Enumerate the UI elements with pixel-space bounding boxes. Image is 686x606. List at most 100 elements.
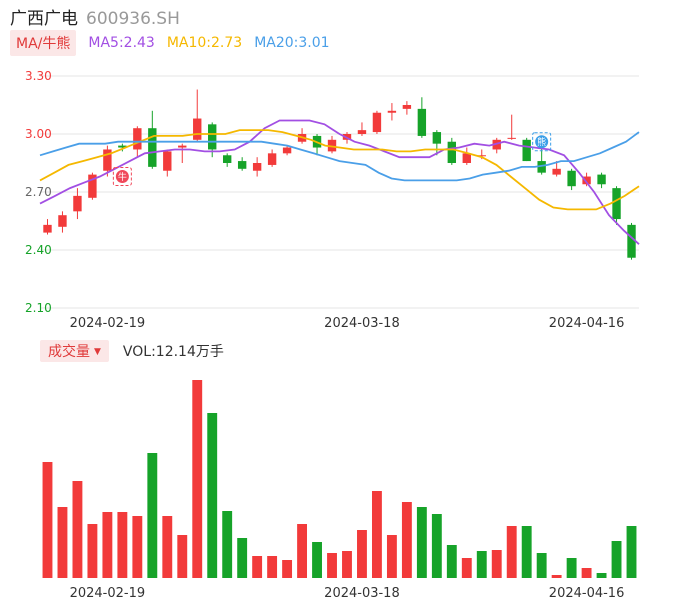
bull-icon bbox=[115, 170, 129, 184]
volume-toggle-button[interactable]: 成交量 ▼ bbox=[40, 340, 109, 362]
volume-bar bbox=[177, 535, 188, 578]
candle-body bbox=[58, 215, 67, 227]
volume-bar bbox=[267, 556, 278, 578]
candle-body bbox=[432, 132, 442, 144]
candle-body bbox=[193, 118, 202, 140]
candle-body bbox=[417, 108, 427, 136]
candle-body bbox=[178, 145, 187, 148]
candle-body bbox=[163, 151, 172, 171]
volume-bar bbox=[476, 551, 487, 578]
volume-bar bbox=[551, 575, 562, 578]
volume-bar bbox=[566, 558, 577, 578]
volume-value-label: VOL:12.14万手 bbox=[122, 344, 224, 360]
volume-bar bbox=[536, 553, 547, 578]
bear-marker-frame bbox=[532, 132, 552, 152]
volume-bar bbox=[626, 526, 637, 578]
volume-bar bbox=[446, 545, 457, 578]
volume-x-axis: 2024-02-19 2024-03-18 2024-04-16 bbox=[70, 586, 625, 601]
stock-code: 600936.SH bbox=[86, 9, 180, 29]
volume-bar bbox=[327, 553, 337, 578]
stock-name: 广西广电 bbox=[10, 9, 78, 29]
bull-marker-label: 牛 bbox=[118, 171, 127, 183]
candle-body bbox=[88, 174, 97, 198]
volume-bar bbox=[72, 481, 83, 578]
ma-legend: MA/牛熊 MA5:2.43 MA10:2.73 MA20:3.01 bbox=[10, 30, 330, 56]
volume-bar bbox=[117, 512, 128, 578]
volume-bar bbox=[207, 413, 218, 578]
candle-body bbox=[282, 147, 292, 154]
volume-bar bbox=[521, 526, 532, 578]
volume-bar bbox=[222, 511, 233, 578]
volume-bar bbox=[237, 538, 248, 578]
ma-toggle-button[interactable]: MA/牛熊 bbox=[10, 30, 77, 56]
candle-body bbox=[522, 139, 531, 162]
candle-body bbox=[148, 128, 157, 167]
volume-bar bbox=[611, 541, 622, 578]
volume-bar bbox=[162, 516, 173, 578]
candle-body bbox=[372, 112, 382, 133]
volume-bar bbox=[282, 560, 293, 578]
candle-body bbox=[252, 163, 262, 171]
volume-bar bbox=[147, 453, 158, 578]
candle-body bbox=[582, 176, 591, 185]
candle-body bbox=[462, 153, 471, 163]
x-tick-label: 2024-03-18 bbox=[324, 316, 400, 331]
candlestick-series bbox=[43, 89, 636, 260]
price-y-axis: 3.30 3.00 2.70 2.40 2.10 bbox=[25, 69, 52, 315]
candle-body bbox=[537, 161, 546, 173]
candle-body bbox=[552, 168, 561, 175]
price-x-axis: 2024-02-19 2024-03-18 2024-04-16 bbox=[70, 316, 625, 331]
volume-bar bbox=[461, 558, 472, 578]
candle-body bbox=[222, 155, 232, 163]
volume-bar bbox=[192, 380, 203, 578]
x-tick-label: 2024-04-16 bbox=[549, 316, 625, 331]
volume-bars bbox=[42, 380, 637, 578]
candle-body bbox=[402, 105, 412, 109]
volume-x-tick-label: 2024-03-18 bbox=[324, 586, 400, 601]
ma20-legend-label: MA20:3.01 bbox=[254, 35, 330, 51]
volume-bar bbox=[102, 512, 113, 578]
x-tick-label: 2024-02-19 bbox=[70, 316, 146, 331]
volume-toggle-label: 成交量 bbox=[48, 344, 90, 360]
candle-body bbox=[492, 139, 501, 150]
candle-body bbox=[567, 170, 576, 187]
volume-bar bbox=[297, 524, 308, 578]
y-tick-label: 2.70 bbox=[25, 185, 52, 199]
volume-bar bbox=[386, 535, 397, 578]
signal-markers: 牛熊 bbox=[112, 132, 552, 187]
candle-body bbox=[597, 174, 606, 185]
volume-bar bbox=[581, 568, 592, 578]
stock-header: 广西广电 600936.SH bbox=[10, 4, 180, 29]
volume-legend: 成交量 ▼ VOL:12.14万手 bbox=[40, 340, 224, 362]
volume-bar bbox=[596, 573, 607, 578]
volume-bar bbox=[312, 542, 322, 578]
volume-bar bbox=[401, 502, 412, 578]
candle-body bbox=[118, 145, 127, 148]
y-tick-label: 3.30 bbox=[25, 69, 52, 83]
volume-x-tick-label: 2024-02-19 bbox=[70, 586, 146, 601]
volume-bar bbox=[416, 507, 427, 578]
volume-bar bbox=[342, 551, 352, 578]
y-tick-label: 2.40 bbox=[25, 243, 52, 257]
candle-body bbox=[73, 195, 82, 212]
candle-body bbox=[208, 124, 217, 150]
candle-body bbox=[447, 141, 457, 163]
candle-body bbox=[507, 137, 516, 139]
ma20-line bbox=[39, 131, 640, 182]
volume-bar bbox=[506, 526, 517, 578]
y-tick-label: 3.00 bbox=[25, 127, 52, 141]
volume-bar bbox=[57, 507, 68, 578]
volume-bar bbox=[87, 524, 98, 578]
ma10-legend-label: MA10:2.73 bbox=[166, 35, 243, 51]
candle-body bbox=[237, 161, 247, 169]
ma5-line bbox=[39, 119, 640, 245]
candle-body bbox=[267, 153, 277, 165]
volume-bar bbox=[371, 491, 382, 578]
price-grid bbox=[40, 75, 639, 309]
volume-bar bbox=[357, 530, 367, 578]
ma5-legend-label: MA5:2.43 bbox=[88, 35, 155, 51]
bull-marker: 牛 bbox=[112, 167, 132, 187]
candle-body bbox=[612, 188, 621, 220]
candle-body bbox=[43, 224, 52, 233]
